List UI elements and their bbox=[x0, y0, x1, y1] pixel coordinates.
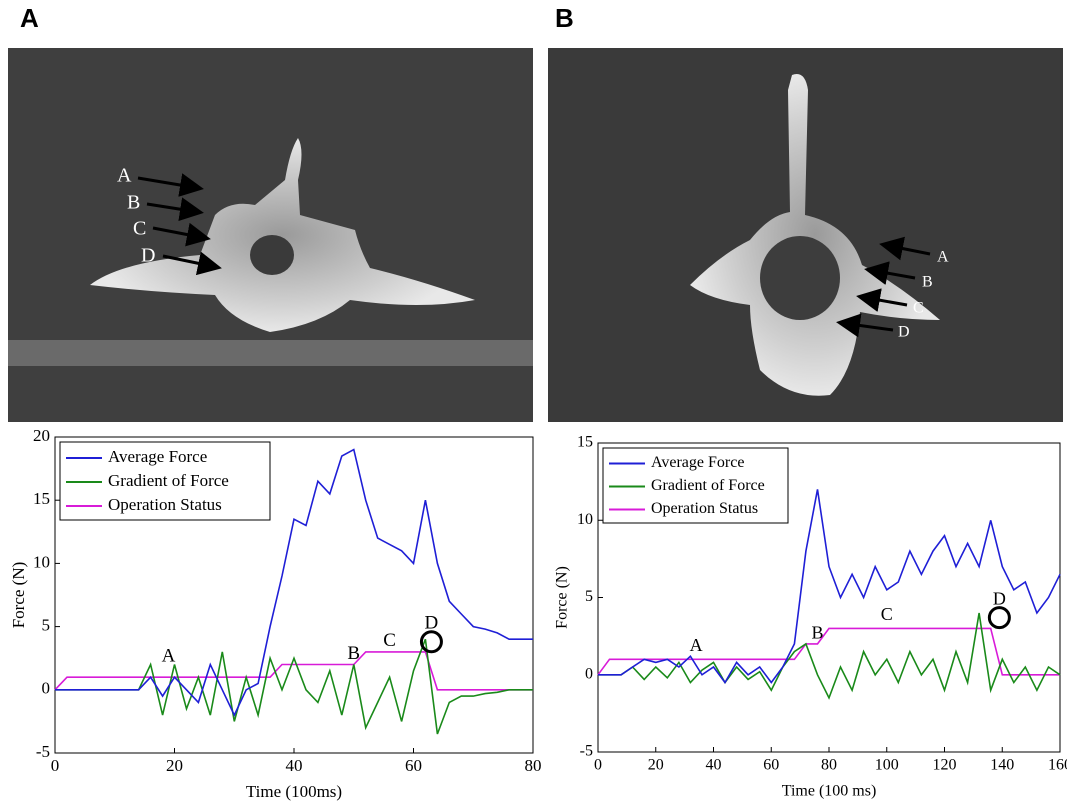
highlight-circle bbox=[987, 606, 1011, 630]
y-tick-label: -5 bbox=[36, 742, 50, 761]
annotation: B bbox=[347, 643, 360, 664]
legend-label: Operation Status bbox=[651, 500, 758, 517]
y-tick-label: 15 bbox=[33, 489, 50, 508]
x-tick-label: 100 bbox=[875, 757, 899, 774]
x-axis-label: Time (100 ms) bbox=[782, 783, 877, 800]
y-tick-label: 0 bbox=[42, 679, 51, 698]
x-tick-label: 40 bbox=[706, 757, 722, 774]
x-tick-label: 20 bbox=[648, 757, 664, 774]
y-tick-label: 0 bbox=[585, 665, 593, 682]
x-tick-label: 140 bbox=[990, 757, 1014, 774]
series-line bbox=[55, 448, 533, 717]
x-axis-label: Time (100ms) bbox=[246, 782, 342, 801]
image-label: B bbox=[127, 192, 140, 214]
image-label: B bbox=[922, 274, 933, 291]
annotation: D bbox=[993, 589, 1006, 609]
series-line bbox=[598, 612, 1061, 700]
panel-label: A bbox=[20, 3, 39, 33]
x-tick-label: 60 bbox=[405, 756, 422, 775]
legend-label: Average Force bbox=[651, 454, 744, 471]
image-label: D bbox=[898, 324, 910, 341]
image-label: A bbox=[117, 165, 132, 187]
x-tick-label: 80 bbox=[821, 757, 837, 774]
highlight-circle bbox=[419, 630, 443, 654]
y-tick-label: -5 bbox=[580, 743, 593, 760]
annotation: C bbox=[383, 630, 396, 651]
legend-label: Gradient of Force bbox=[651, 477, 765, 494]
legend-label: Operation Status bbox=[108, 495, 222, 514]
x-tick-label: 0 bbox=[594, 757, 602, 774]
x-tick-label: 0 bbox=[51, 756, 60, 775]
series-line bbox=[54, 651, 533, 691]
y-tick-label: 5 bbox=[585, 588, 593, 605]
annotation: D bbox=[425, 612, 439, 633]
y-tick-label: 15 bbox=[577, 434, 593, 451]
annotation: A bbox=[690, 635, 703, 655]
image-label: C bbox=[913, 300, 924, 317]
panel-label: B bbox=[555, 3, 574, 33]
y-axis-label: Force (N) bbox=[9, 562, 28, 629]
series-line bbox=[597, 627, 1060, 676]
ct-image: A B C D bbox=[8, 48, 533, 422]
ct-image: A B C D bbox=[548, 48, 1063, 422]
x-tick-label: 60 bbox=[763, 757, 779, 774]
y-axis-label: Force (N) bbox=[554, 566, 571, 629]
y-tick-label: 5 bbox=[42, 616, 51, 635]
image-label: C bbox=[133, 218, 146, 240]
y-tick-label: 20 bbox=[33, 426, 50, 445]
legend-label: Average Force bbox=[108, 447, 207, 466]
series-line bbox=[598, 489, 1061, 684]
annotation: A bbox=[162, 645, 176, 666]
y-tick-label: 10 bbox=[33, 552, 50, 571]
image-label: A bbox=[937, 249, 949, 266]
x-tick-label: 80 bbox=[525, 756, 542, 775]
annotation: C bbox=[881, 604, 893, 624]
x-tick-label: 160 bbox=[1048, 757, 1067, 774]
annotation: B bbox=[811, 623, 823, 643]
x-tick-label: 120 bbox=[933, 757, 957, 774]
x-tick-label: 40 bbox=[286, 756, 303, 775]
legend-label: Gradient of Force bbox=[108, 471, 229, 490]
y-tick-label: 10 bbox=[577, 511, 593, 528]
image-label: D bbox=[141, 245, 155, 267]
x-tick-label: 20 bbox=[166, 756, 183, 775]
